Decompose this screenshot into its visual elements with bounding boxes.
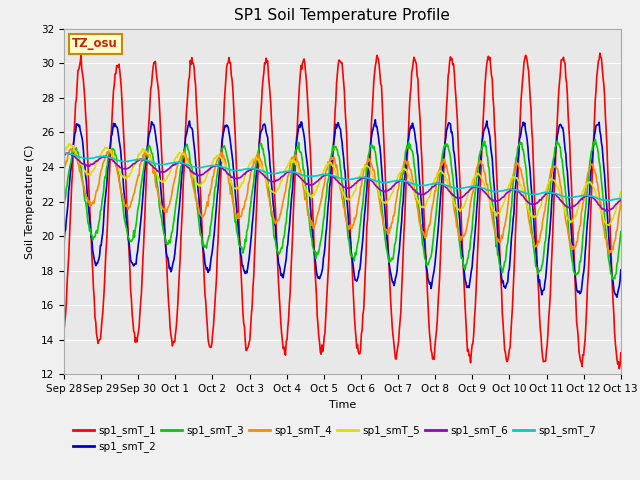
sp1_smT_3 [617, 229, 625, 235]
sp1_smT_1 [60, 328, 68, 334]
sp1_smT_6 [65, 150, 72, 156]
sp1_smT_5 [128, 167, 136, 172]
sp1_smT_3 [609, 276, 616, 282]
Y-axis label: Soil Temperature (C): Soil Temperature (C) [26, 144, 35, 259]
Line: sp1_smT_5: sp1_smT_5 [64, 144, 621, 226]
sp1_smT_7 [185, 163, 193, 168]
sp1_smT_6 [603, 208, 611, 214]
sp1_smT_5 [411, 189, 419, 194]
sp1_smT_2 [613, 294, 621, 300]
sp1_smT_3 [70, 147, 78, 153]
sp1_smT_2 [214, 192, 221, 198]
sp1_smT_6 [128, 163, 136, 168]
sp1_smT_3 [214, 171, 221, 177]
sp1_smT_4 [67, 146, 75, 152]
sp1_smT_1 [617, 350, 625, 356]
sp1_smT_2 [127, 260, 135, 265]
sp1_smT_7 [128, 157, 136, 163]
sp1_smT_7 [71, 152, 79, 158]
sp1_smT_6 [214, 163, 222, 168]
sp1_smT_5 [185, 162, 193, 168]
sp1_smT_7 [617, 195, 625, 201]
Line: sp1_smT_1: sp1_smT_1 [64, 53, 621, 369]
sp1_smT_2 [70, 137, 78, 143]
sp1_smT_4 [128, 198, 136, 204]
sp1_smT_5 [617, 189, 625, 195]
Line: sp1_smT_4: sp1_smT_4 [64, 149, 621, 253]
sp1_smT_5 [214, 153, 222, 159]
Line: sp1_smT_3: sp1_smT_3 [64, 139, 621, 279]
sp1_smT_1 [214, 251, 221, 256]
Text: TZ_osu: TZ_osu [72, 37, 118, 50]
sp1_smT_3 [591, 136, 599, 142]
sp1_smT_2 [411, 131, 419, 136]
sp1_smT_6 [71, 154, 79, 159]
sp1_smT_4 [185, 163, 193, 168]
sp1_smT_6 [428, 186, 435, 192]
sp1_smT_3 [127, 239, 135, 244]
sp1_smT_2 [60, 241, 68, 247]
Title: SP1 Soil Temperature Profile: SP1 Soil Temperature Profile [234, 9, 451, 24]
sp1_smT_1 [426, 338, 434, 344]
sp1_smT_1 [596, 50, 604, 56]
sp1_smT_6 [185, 165, 193, 170]
sp1_smT_7 [60, 150, 68, 156]
sp1_smT_5 [428, 187, 435, 192]
sp1_smT_4 [411, 187, 419, 193]
sp1_smT_7 [411, 181, 419, 187]
sp1_smT_1 [70, 132, 78, 137]
sp1_smT_3 [60, 203, 68, 209]
sp1_smT_3 [410, 161, 418, 167]
sp1_smT_1 [616, 366, 623, 372]
sp1_smT_6 [411, 187, 419, 193]
sp1_smT_3 [426, 255, 434, 261]
sp1_smT_5 [60, 149, 68, 155]
X-axis label: Time: Time [329, 400, 356, 409]
sp1_smT_6 [60, 151, 68, 156]
sp1_smT_5 [605, 223, 613, 228]
sp1_smT_2 [371, 117, 379, 122]
sp1_smT_5 [65, 141, 73, 146]
sp1_smT_2 [617, 267, 625, 273]
sp1_smT_1 [127, 296, 135, 302]
Line: sp1_smT_2: sp1_smT_2 [64, 120, 621, 297]
Legend: sp1_smT_1, sp1_smT_2, sp1_smT_3, sp1_smT_4, sp1_smT_5, sp1_smT_6, sp1_smT_7: sp1_smT_1, sp1_smT_2, sp1_smT_3, sp1_smT… [69, 421, 600, 456]
sp1_smT_2 [184, 123, 192, 129]
sp1_smT_7 [604, 198, 611, 204]
sp1_smT_7 [428, 181, 435, 187]
sp1_smT_2 [428, 286, 435, 291]
sp1_smT_3 [184, 146, 192, 152]
Line: sp1_smT_6: sp1_smT_6 [64, 153, 621, 211]
Line: sp1_smT_7: sp1_smT_7 [64, 153, 621, 201]
sp1_smT_1 [184, 88, 192, 94]
sp1_smT_4 [428, 212, 435, 218]
sp1_smT_4 [617, 200, 625, 205]
sp1_smT_4 [605, 251, 613, 256]
sp1_smT_7 [214, 163, 222, 169]
sp1_smT_1 [410, 54, 418, 60]
sp1_smT_4 [214, 156, 222, 162]
sp1_smT_5 [71, 148, 79, 154]
sp1_smT_7 [61, 150, 68, 156]
sp1_smT_4 [60, 167, 68, 173]
sp1_smT_4 [71, 149, 79, 155]
sp1_smT_6 [617, 196, 625, 202]
